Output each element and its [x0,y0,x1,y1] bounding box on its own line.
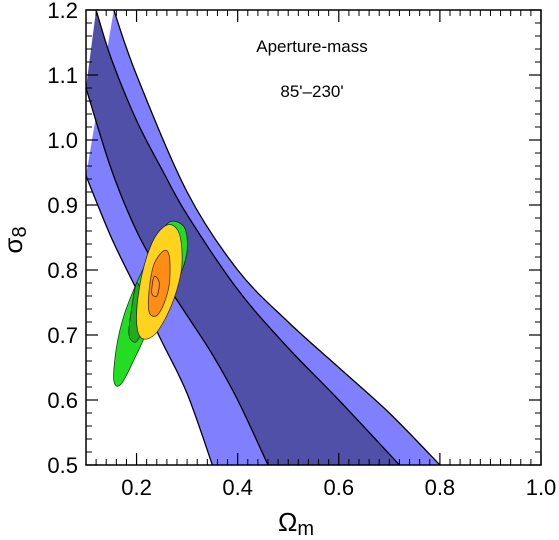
band-inner [86,10,400,465]
x-tick-label: 0.6 [323,475,354,500]
y-tick-label: 0.8 [47,258,78,283]
band-outer-edge-right [113,10,441,465]
x-axis-title: Ωm [278,507,314,540]
plot-frame [85,9,542,466]
y-tick-label: 0.6 [47,388,78,413]
band-inner-edge-right [95,10,400,465]
y-tick-label: 1.1 [47,63,78,88]
x-tick-label: 0.2 [121,475,152,500]
contour-region-5 [151,275,160,298]
y-axis-subscript: 8 [9,226,31,237]
contour-regions [113,220,188,387]
y-tick-label: 0.5 [47,453,78,478]
axis-ticks [85,9,542,466]
x-tick-label: 1.0 [526,475,557,500]
x-tick-label: 0.4 [222,475,253,500]
y-tick-label: 1.0 [47,128,78,153]
annotation-range: 85'–230' [280,82,343,101]
x-axis-subscript: m [297,518,314,540]
band-outer [86,10,440,465]
y-tick-label: 1.2 [47,0,78,23]
x-axis-symbol: Ω [278,507,297,537]
tick-labels: 0.2 0.4 0.6 0.8 1.0 0.5 0.6 0.7 0.8 0.9 1.0 1.1 1.2 [47,0,556,500]
y-tick-label: 0.9 [47,193,78,218]
annotation-title: Aperture-mass [256,37,367,56]
y-axis-symbol: σ [0,238,28,254]
y-axis-title: σ8 [0,226,31,253]
x-tick-label: 0.8 [425,475,456,500]
y-tick-label: 0.7 [47,323,78,348]
